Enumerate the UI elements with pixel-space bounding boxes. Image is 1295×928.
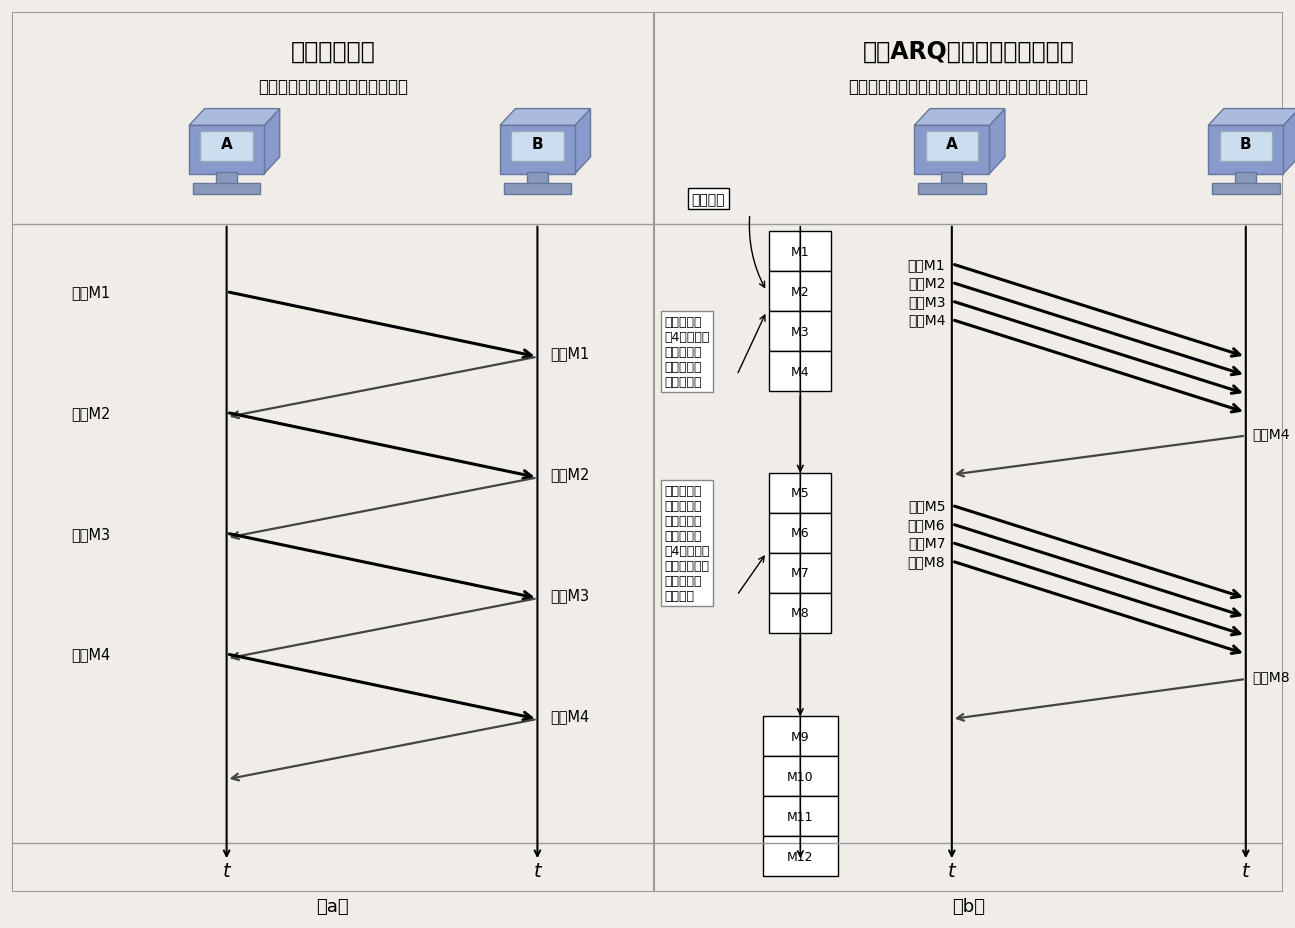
Text: M11: M11 <box>787 810 813 822</box>
FancyBboxPatch shape <box>918 184 985 195</box>
Text: 发送M1: 发送M1 <box>71 285 110 300</box>
Text: B: B <box>532 137 543 152</box>
FancyBboxPatch shape <box>13 14 1282 891</box>
Text: M7: M7 <box>791 567 809 579</box>
Text: 确认M4: 确认M4 <box>550 708 589 723</box>
Text: 发送M5: 发送M5 <box>908 498 945 513</box>
FancyBboxPatch shape <box>769 553 831 593</box>
Text: t: t <box>223 861 231 880</box>
FancyBboxPatch shape <box>769 473 831 513</box>
FancyBboxPatch shape <box>769 312 831 352</box>
Text: 连续ARQ协议和滑动窗口协议: 连续ARQ协议和滑动窗口协议 <box>862 40 1075 64</box>
Text: B: B <box>1241 137 1251 152</box>
FancyBboxPatch shape <box>201 132 253 161</box>
Text: 发送M3: 发送M3 <box>908 294 945 309</box>
FancyBboxPatch shape <box>504 184 571 195</box>
Text: 确认M1: 确认M1 <box>550 346 589 361</box>
Text: 确认M3: 确认M3 <box>550 587 589 602</box>
FancyBboxPatch shape <box>926 132 978 161</box>
Text: 停止等待协议: 停止等待协议 <box>290 40 376 64</box>
Text: M12: M12 <box>787 850 813 862</box>
Text: 发送M4: 发送M4 <box>908 313 945 328</box>
Text: M10: M10 <box>787 770 813 782</box>
Text: 发送一个分组就停止发送等待确认: 发送一个分组就停止发送等待确认 <box>258 78 408 97</box>
FancyBboxPatch shape <box>769 272 831 312</box>
Text: A: A <box>945 137 958 152</box>
FancyBboxPatch shape <box>763 756 838 796</box>
FancyBboxPatch shape <box>1235 173 1256 186</box>
Text: M8: M8 <box>791 607 809 619</box>
Text: （a）: （a） <box>316 896 350 915</box>
Text: 发送窗口: 发送窗口 <box>692 192 725 207</box>
FancyBboxPatch shape <box>914 126 989 174</box>
Text: 发送M2: 发送M2 <box>908 276 945 290</box>
Text: A: A <box>220 137 233 152</box>
FancyBboxPatch shape <box>1220 132 1272 161</box>
FancyBboxPatch shape <box>941 173 962 186</box>
FancyBboxPatch shape <box>763 796 838 836</box>
Text: M5: M5 <box>791 487 809 499</box>
Text: 发送M7: 发送M7 <box>908 535 945 550</box>
Text: t: t <box>948 861 956 880</box>
Text: 确认M2: 确认M2 <box>550 467 589 482</box>
Text: 确认M8: 确认M8 <box>1252 669 1290 684</box>
Text: M9: M9 <box>791 730 809 742</box>
FancyBboxPatch shape <box>500 126 575 174</box>
FancyBboxPatch shape <box>216 173 237 186</box>
Text: 发送M8: 发送M8 <box>908 554 945 569</box>
FancyBboxPatch shape <box>769 232 831 272</box>
Polygon shape <box>575 110 591 174</box>
Text: M6: M6 <box>791 527 809 539</box>
Polygon shape <box>1208 110 1295 126</box>
FancyBboxPatch shape <box>189 126 264 174</box>
Text: 发送M6: 发送M6 <box>908 517 945 532</box>
FancyBboxPatch shape <box>769 593 831 633</box>
Polygon shape <box>500 110 591 126</box>
Text: 收到确认后
窗口滑动到
此，可以发
送窗口中的
这4个分组，
发送完成后，
停止发送，
等待确认: 收到确认后 窗口滑动到 此，可以发 送窗口中的 这4个分组， 发送完成后， 停止… <box>664 484 710 602</box>
Text: 发送M2: 发送M2 <box>71 406 110 420</box>
FancyBboxPatch shape <box>763 716 838 756</box>
Polygon shape <box>989 110 1005 174</box>
Text: M2: M2 <box>791 286 809 298</box>
Text: 发送窗口中
有4个分组，
发送完后，
停止发送，
等待确认。: 发送窗口中 有4个分组， 发送完后， 停止发送， 等待确认。 <box>664 316 710 389</box>
Text: 发送M3: 发送M3 <box>71 526 110 541</box>
FancyBboxPatch shape <box>769 352 831 392</box>
Text: M4: M4 <box>791 366 809 378</box>
Polygon shape <box>189 110 280 126</box>
Text: 确认M4: 确认M4 <box>1252 426 1290 441</box>
Text: t: t <box>1242 861 1250 880</box>
FancyBboxPatch shape <box>1212 184 1279 195</box>
FancyBboxPatch shape <box>769 513 831 553</box>
FancyBboxPatch shape <box>654 14 1282 891</box>
FancyBboxPatch shape <box>13 14 653 891</box>
Text: t: t <box>534 861 541 880</box>
Polygon shape <box>914 110 1005 126</box>
Text: 发送窗口中的分组连续发送，发送完后，停止等待确认: 发送窗口中的分组连续发送，发送完后，停止等待确认 <box>848 78 1089 97</box>
Polygon shape <box>1283 110 1295 174</box>
Text: M1: M1 <box>791 246 809 258</box>
Polygon shape <box>264 110 280 174</box>
FancyBboxPatch shape <box>193 184 260 195</box>
Text: 发送M4: 发送M4 <box>71 647 110 662</box>
Text: （b）: （b） <box>952 896 985 915</box>
FancyBboxPatch shape <box>512 132 563 161</box>
Text: 发送M1: 发送M1 <box>908 257 945 272</box>
FancyBboxPatch shape <box>1208 126 1283 174</box>
Text: M3: M3 <box>791 326 809 338</box>
FancyBboxPatch shape <box>763 836 838 876</box>
FancyBboxPatch shape <box>527 173 548 186</box>
